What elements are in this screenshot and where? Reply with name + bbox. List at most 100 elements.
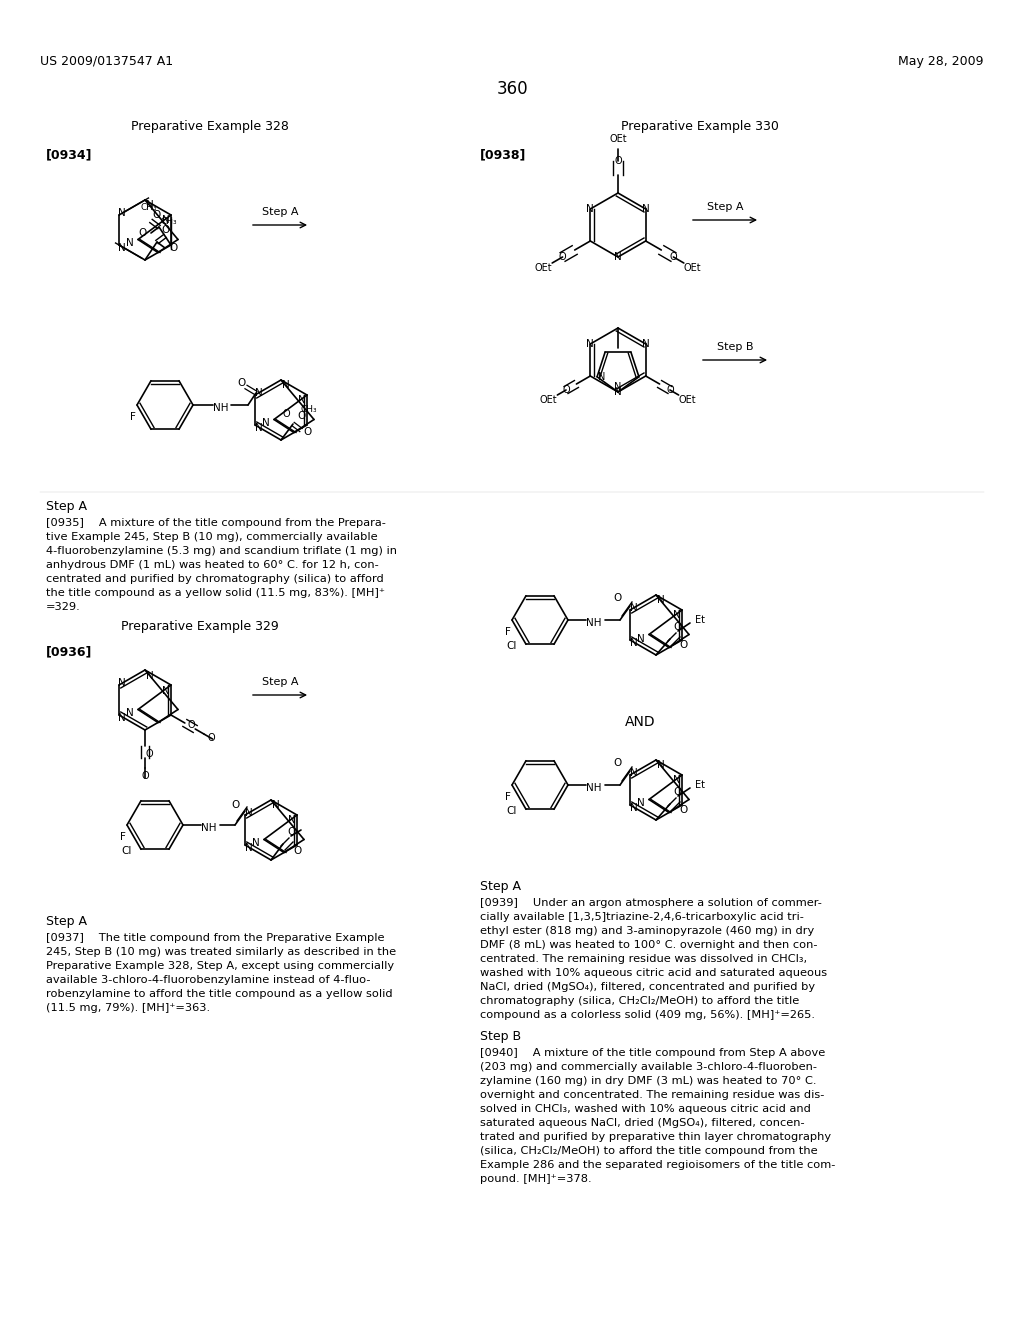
Text: F: F [130,412,136,422]
Text: Step B: Step B [480,1030,521,1043]
Text: N: N [272,800,280,810]
Text: N: N [283,380,290,389]
Text: the title compound as a yellow solid (11.5 mg, 83%). [MH]⁺: the title compound as a yellow solid (11… [46,587,385,598]
Text: N: N [298,395,306,405]
Text: Step A: Step A [480,880,521,894]
Text: O: O [614,156,622,166]
Text: pound. [MH]⁺=378.: pound. [MH]⁺=378. [480,1173,592,1184]
Text: anhydrous DMF (1 mL) was heated to 60° C. for 12 h, con-: anhydrous DMF (1 mL) was heated to 60° C… [46,560,379,570]
Text: O: O [674,787,682,797]
Text: O: O [680,640,688,649]
Text: Preparative Example 330: Preparative Example 330 [622,120,779,133]
Text: F: F [505,627,511,638]
Text: O: O [283,409,290,418]
Text: OEt: OEt [679,395,696,405]
Text: US 2009/0137547 A1: US 2009/0137547 A1 [40,55,173,69]
Text: O: O [297,411,305,421]
Text: O: O [303,426,311,437]
Text: F: F [505,792,511,803]
Text: NH: NH [202,822,217,833]
Text: (silica, CH₂Cl₂/MeOH) to afford the title compound from the: (silica, CH₂Cl₂/MeOH) to afford the titl… [480,1146,817,1156]
Text: washed with 10% aqueous citric acid and saturated aqueous: washed with 10% aqueous citric acid and … [480,968,827,978]
Text: N: N [118,713,126,723]
Text: Step A: Step A [262,207,298,216]
Text: [0934]: [0934] [46,148,92,161]
Text: N: N [630,768,638,777]
Text: O: O [613,593,623,603]
Text: =329.: =329. [46,602,81,612]
Text: N: N [657,760,665,770]
Text: [0939]  Under an argon atmosphere a solution of commer-: [0939] Under an argon atmosphere a solut… [480,898,822,908]
Text: Preparative Example 328: Preparative Example 328 [131,120,289,133]
Text: available 3-chloro-4-fluorobenzylamine instead of 4-fluo-: available 3-chloro-4-fluorobenzylamine i… [46,975,371,985]
Text: CH₃: CH₃ [140,202,158,211]
Text: N: N [637,634,645,644]
Text: Step A: Step A [46,915,87,928]
Text: O: O [161,224,169,235]
Text: N: N [252,838,260,849]
Text: ethyl ester (818 mg) and 3-aminopyrazole (460 mg) in dry: ethyl ester (818 mg) and 3-aminopyrazole… [480,927,814,936]
Text: centrated and purified by chromatography (silica) to afford: centrated and purified by chromatography… [46,574,384,583]
Text: N: N [587,205,594,214]
Text: O: O [139,228,147,238]
Text: N: N [630,803,638,813]
Text: N: N [162,686,170,696]
Text: Step B: Step B [717,342,754,352]
Text: Step A: Step A [707,202,743,213]
Text: N: N [245,843,253,853]
Text: N: N [262,418,270,429]
Text: OEt: OEt [540,395,557,405]
Text: O: O [145,748,153,759]
Text: N: N [614,387,622,397]
Text: cially available [1,3,5]triazine-2,4,6-tricarboxylic acid tri-: cially available [1,3,5]triazine-2,4,6-t… [480,912,804,921]
Text: O: O [670,252,677,261]
Text: O: O [293,846,301,855]
Text: N: N [642,205,649,214]
Text: O: O [169,243,177,253]
Text: N: N [637,799,645,808]
Text: O: O [141,771,148,781]
Text: O: O [674,622,682,632]
Text: N: N [587,339,594,348]
Text: Et: Et [695,615,705,624]
Text: centrated. The remaining residue was dissolved in CHCl₃,: centrated. The remaining residue was dis… [480,954,807,964]
Text: O: O [287,828,295,837]
Text: solved in CHCl₃, washed with 10% aqueous citric acid and: solved in CHCl₃, washed with 10% aqueous… [480,1104,811,1114]
Text: N: N [146,671,154,681]
Text: F: F [120,832,126,842]
Text: O: O [153,210,161,220]
Text: compound as a colorless solid (409 mg, 56%). [MH]⁺=265.: compound as a colorless solid (409 mg, 5… [480,1010,815,1020]
Text: [0935]  A mixture of the title compound from the Prepara-: [0935] A mixture of the title compound f… [46,517,386,528]
Text: trated and purified by preparative thin layer chromatography: trated and purified by preparative thin … [480,1133,831,1142]
Text: [0940]  A mixture of the title compound from Step A above: [0940] A mixture of the title compound f… [480,1048,825,1059]
Text: Preparative Example 329: Preparative Example 329 [121,620,279,634]
Text: chromatography (silica, CH₂Cl₂/MeOH) to afford the title: chromatography (silica, CH₂Cl₂/MeOH) to … [480,997,800,1006]
Text: Cl: Cl [122,846,132,857]
Text: NH: NH [587,618,602,628]
Text: N: N [126,709,134,718]
Text: (203 mg) and commercially available 3-chloro-4-fluoroben-: (203 mg) and commercially available 3-ch… [480,1063,817,1072]
Text: DMF (8 mL) was heated to 100° C. overnight and then con-: DMF (8 mL) was heated to 100° C. overnig… [480,940,817,950]
Text: zylamine (160 mg) in dry DMF (3 mL) was heated to 70° C.: zylamine (160 mg) in dry DMF (3 mL) was … [480,1076,816,1086]
Text: O: O [667,385,674,395]
Text: N: N [673,775,681,785]
Text: O: O [559,252,566,261]
Text: tive Example 245, Step B (10 mg), commercially available: tive Example 245, Step B (10 mg), commer… [46,532,378,543]
Text: NaCl, dried (MgSO₄), filtered, concentrated and purified by: NaCl, dried (MgSO₄), filtered, concentra… [480,982,815,993]
Text: NH: NH [213,403,228,413]
Text: N: N [162,215,170,224]
Text: N: N [118,678,126,688]
Text: O: O [230,800,240,810]
Text: saturated aqueous NaCl, dried (MgSO₄), filtered, concen-: saturated aqueous NaCl, dried (MgSO₄), f… [480,1118,805,1129]
Text: N: N [146,201,154,210]
Text: May 28, 2009: May 28, 2009 [898,55,984,69]
Text: [0936]: [0936] [46,645,92,657]
Text: N: N [630,603,638,612]
Text: AND: AND [625,715,655,729]
Text: Step A: Step A [46,500,87,513]
Text: 360: 360 [497,81,527,98]
Text: N: N [614,252,622,261]
Text: (11.5 mg, 79%). [MH]⁺=363.: (11.5 mg, 79%). [MH]⁺=363. [46,1003,210,1012]
Text: N: N [614,381,622,392]
Text: Example 286 and the separated regioisomers of the title com-: Example 286 and the separated regioisome… [480,1160,836,1170]
